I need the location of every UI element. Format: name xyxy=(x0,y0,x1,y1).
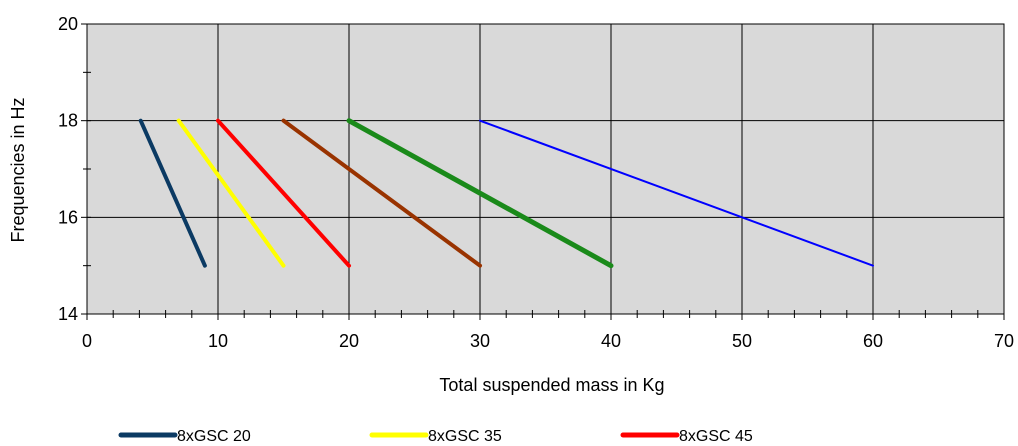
y-tick-label: 20 xyxy=(58,14,78,34)
legend-label: 8xGSC 45 xyxy=(679,428,753,445)
y-tick-label: 16 xyxy=(58,207,78,227)
legend: 8xGSC 20 8xGSC 35 8xGSC 45 xyxy=(118,428,753,445)
y-axis-title: Frequencies in Hz xyxy=(8,97,28,242)
series-line-6 xyxy=(479,119,874,267)
series-line-4 xyxy=(281,118,482,268)
series-line-3 xyxy=(216,118,351,268)
grid-lines xyxy=(87,24,1004,314)
x-tick-label: 0 xyxy=(82,331,92,351)
axis-ticks xyxy=(81,23,1005,320)
x-tick-label: 20 xyxy=(339,331,359,351)
x-tick-label: 10 xyxy=(208,331,228,351)
y-tick-label: 18 xyxy=(58,111,78,131)
legend-label: 8xGSC 35 xyxy=(428,428,502,445)
x-tick-label: 60 xyxy=(863,331,883,351)
y-tick-label: 14 xyxy=(58,304,78,324)
x-tick-label: 70 xyxy=(994,331,1014,351)
plot-area xyxy=(87,24,1004,314)
x-tick-label: 30 xyxy=(470,331,490,351)
x-tick-labels: 0 10 20 30 40 50 60 70 xyxy=(82,331,1014,351)
series-line-5 xyxy=(346,118,614,269)
series-line-2 xyxy=(176,118,286,268)
series-lines xyxy=(138,118,874,269)
x-axis-title: Total suspended mass in Kg xyxy=(439,375,664,395)
x-tick-label: 50 xyxy=(732,331,752,351)
x-tick-label: 40 xyxy=(601,331,621,351)
y-tick-labels: 14 16 18 20 xyxy=(58,14,78,324)
legend-label: 8xGSC 20 xyxy=(177,428,251,445)
series-line-1 xyxy=(138,118,207,268)
